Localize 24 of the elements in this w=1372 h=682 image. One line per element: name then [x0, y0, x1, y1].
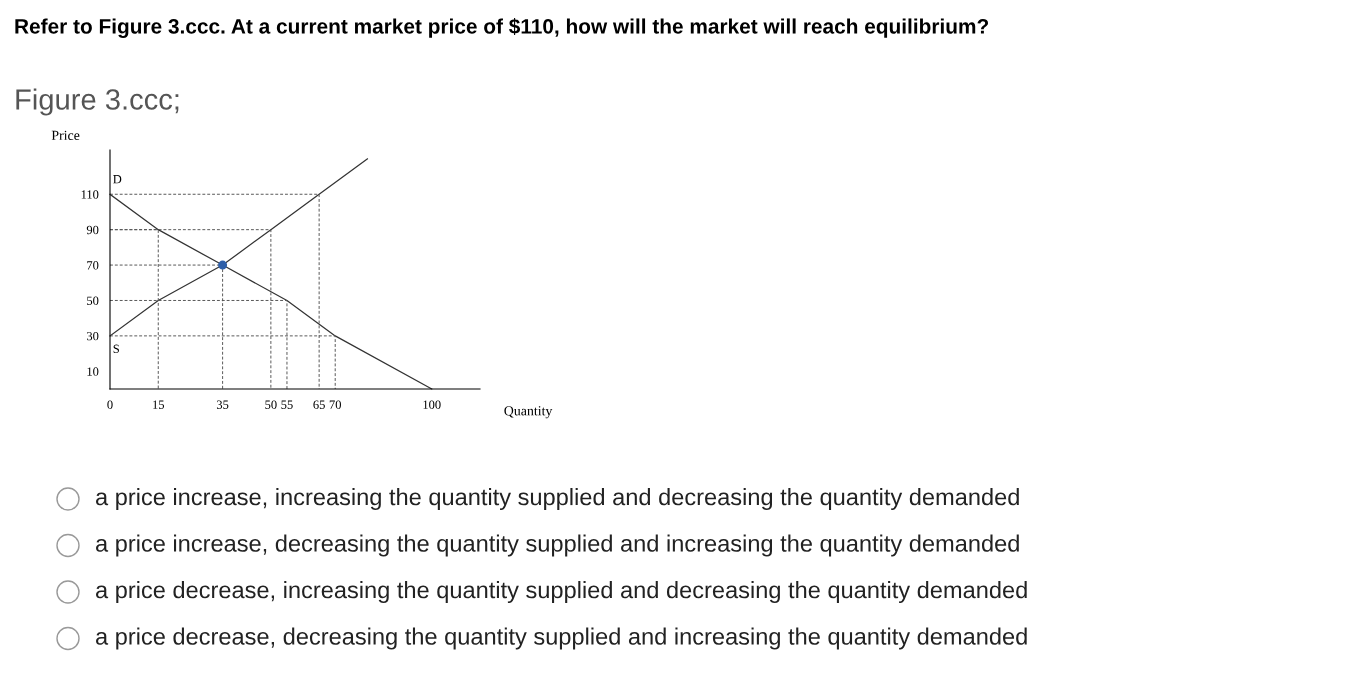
text: a price increase, decreasing the quantity supplied and increasing the quantity demanded: [96, 534, 1019, 557]
chart-title: Refer to Figure 3.ccc. At a current market price of $110, how will the market will reach equilibrium?: [15, 18, 989, 38]
series-label: D: [113, 175, 122, 184]
text: a price increase, increasing the quantity supplied and decreasing the quantity demanded: [96, 487, 1019, 510]
series-label: S: [113, 344, 119, 354]
x-tick-label: 70: [329, 400, 341, 409]
x-tick-label: 0: [107, 400, 113, 409]
x-axis-title: Quantity: [504, 406, 553, 419]
y-tick-label: 30: [86, 331, 99, 341]
text: a price decrease, decreasing the quantity supplied and increasing the quantity demanded: [96, 627, 1027, 650]
y-tick-label: 50: [87, 296, 99, 305]
y-tick-label: 110: [81, 190, 99, 199]
x-tick-label: 35: [216, 400, 229, 409]
x-tick-label: 50: [265, 400, 277, 409]
x-tick-label: 15: [153, 400, 165, 409]
y-axis-title: Price: [51, 130, 80, 141]
y-tick-label: 70: [87, 261, 99, 270]
chart-subtitle: Figure 3.ccc;: [16, 88, 179, 116]
x-tick-label: 65: [313, 400, 325, 409]
y-tick-label: 10: [87, 367, 99, 376]
x-tick-label: 100: [423, 400, 441, 409]
x-tick-label: 55: [281, 400, 293, 409]
text: a price decrease, increasing the quantity supplied and decreasing the quantity demanded: [96, 580, 1027, 604]
y-tick-label: 90: [86, 225, 99, 235]
